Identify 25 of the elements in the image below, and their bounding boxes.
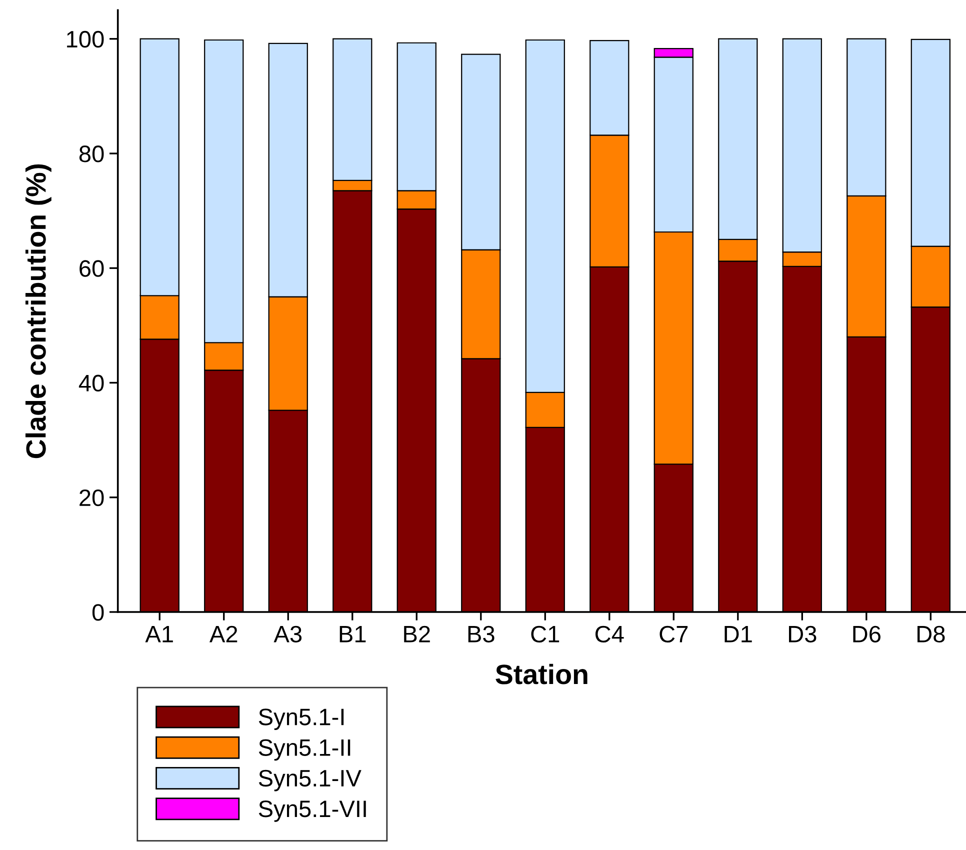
x-axis-title: Station [496,664,588,684]
x-tick-label: A2 [209,626,238,642]
x-tick-label: B3 [468,626,494,643]
x-tick-label: B1 [340,626,366,642]
y-tick-label: 60 [80,260,104,277]
legend-label: Syn5.1-IV [258,770,362,792]
legend-label: Syn5.1-I [258,708,344,730]
x-tick-label: D1 [724,626,752,642]
x-tick-label: D3 [789,626,816,643]
x-tick-label: C4 [596,626,624,643]
y-tick-label: 20 [80,489,104,506]
x-tick-label: A3 [274,626,302,643]
y-tick-label: 0 [92,604,104,621]
x-tick-label: C1 [531,626,560,643]
y-axis-title: Clade contribution (%) [25,164,52,458]
x-tick-label: B2 [404,626,430,642]
x-tick-label: C7 [660,626,688,643]
legend-label: Syn5.1-II [258,739,350,761]
y-tick-label: 80 [79,146,104,162]
x-tick-label: D8 [918,626,945,643]
x-tick-label: D6 [853,626,880,643]
legend-label: Syn5.1-VII [258,800,366,822]
y-tick-label: 40 [78,374,104,392]
y-tick-label: 100 [67,30,104,48]
x-tick-label: A1 [145,626,173,642]
